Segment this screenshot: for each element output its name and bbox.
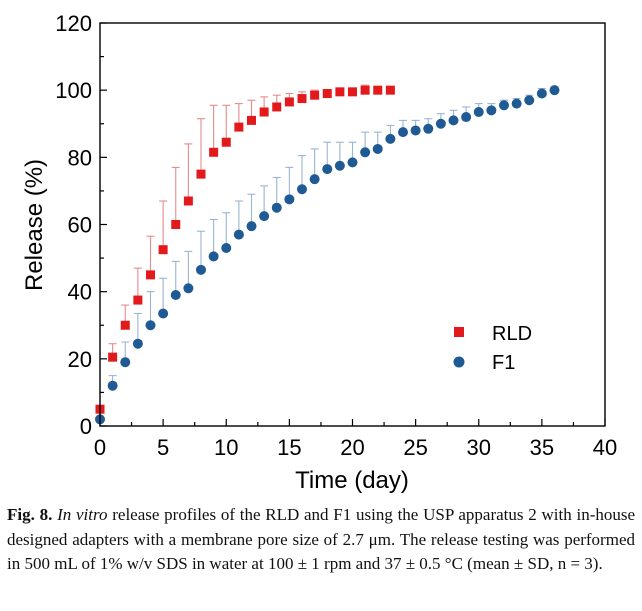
y-tick-label: 20 (68, 347, 92, 372)
y-tick-label: 0 (80, 414, 92, 439)
x-tick-label: 20 (340, 435, 364, 460)
rld-point (259, 107, 269, 117)
f1-point (271, 202, 282, 213)
f1-point (385, 133, 396, 144)
y-tick-label: 40 (68, 280, 92, 305)
f1-point (549, 85, 560, 96)
rld-point (373, 85, 383, 95)
f1-point (233, 229, 244, 240)
rld-point (209, 147, 219, 157)
y-tick-label: 100 (55, 78, 92, 103)
rld-point (385, 85, 395, 95)
rld-point (171, 220, 181, 229)
f1-point (158, 308, 169, 319)
rld-point (284, 97, 294, 107)
x-tick-label: 40 (593, 435, 617, 460)
x-tick-label: 10 (214, 435, 238, 460)
y-tick-label: 60 (68, 213, 92, 238)
rld-point (322, 89, 332, 99)
f1-point (473, 106, 484, 117)
x-tick-label: 0 (94, 435, 106, 460)
caption-text: release profiles of the RLD and F1 using… (7, 505, 636, 573)
x-tick-label: 15 (277, 435, 301, 460)
f1-point (309, 174, 320, 185)
rld-point (183, 196, 193, 206)
f1-point (284, 194, 295, 205)
f1-point (511, 98, 522, 109)
f1-point (183, 283, 194, 294)
rld-point (335, 87, 345, 97)
plot-frame (99, 22, 606, 427)
rld-point (120, 320, 130, 330)
f1-point (372, 143, 383, 154)
x-axis-label: Time (day) (295, 467, 409, 494)
figure-caption: Fig. 8. In vitro release profiles of the… (7, 503, 635, 577)
x-tick-label: 30 (467, 435, 491, 460)
rld-point (247, 115, 256, 125)
f1-point (524, 95, 535, 106)
f1-point (347, 157, 358, 168)
f1-point (499, 100, 509, 111)
rld-point (310, 90, 320, 100)
f1-point (120, 357, 131, 368)
f1-point (410, 125, 421, 136)
rld-point (108, 352, 118, 362)
f1-point (360, 147, 371, 158)
f1-point (145, 320, 156, 331)
y-tick-label: 120 (55, 11, 92, 36)
rld-point (360, 85, 370, 95)
legend-label-f1: F1 (492, 352, 515, 374)
rld-point (234, 122, 244, 132)
rld-point (272, 102, 282, 112)
f1-point (132, 338, 143, 349)
tick-labels: 0 5 10 15 20 25 30 35 40 0 20 40 60 80 100 120 (55, 11, 617, 460)
legend-label-rld: RLD (492, 323, 532, 345)
f1-point (170, 290, 181, 301)
rld-point (146, 270, 155, 280)
f1-point (322, 164, 333, 175)
f1-point (196, 264, 206, 275)
f1-point (423, 123, 434, 134)
x-tick-label: 25 (403, 435, 427, 460)
x-tick-label: 35 (530, 435, 554, 460)
f1-point (221, 243, 232, 254)
rld-point (297, 94, 307, 104)
f1-point (448, 115, 459, 126)
legend: RLD F1 (453, 323, 532, 374)
y-tick-label: 80 (68, 145, 92, 170)
f1-point (536, 88, 547, 99)
f1-point (107, 380, 118, 391)
f1-point (334, 160, 345, 171)
rld-point (133, 295, 143, 305)
f1-point (246, 221, 257, 232)
y-axis-label: Release (%) (21, 159, 48, 291)
rld-point (221, 137, 231, 147)
error-bars (108, 84, 559, 386)
legend-marker-rld (454, 327, 464, 337)
legend-marker-f1 (453, 356, 465, 368)
rld-point (196, 169, 206, 179)
caption-italic: In vitro (57, 505, 108, 524)
f1-point (435, 118, 446, 129)
f1-point (461, 112, 472, 123)
f1-point (486, 105, 497, 116)
f1-point (208, 251, 219, 262)
f1-point (297, 184, 307, 195)
caption-label: Fig. 8. (7, 505, 53, 524)
f1-point (398, 127, 408, 138)
rld-point (348, 87, 357, 97)
f1-point (259, 211, 270, 222)
rld-point (158, 245, 168, 255)
release-profile-chart: 0 5 10 15 20 25 30 35 40 0 20 40 60 80 100 120 Time (da… (21, 11, 617, 494)
data-points (95, 85, 560, 425)
x-tick-label: 5 (157, 435, 169, 460)
